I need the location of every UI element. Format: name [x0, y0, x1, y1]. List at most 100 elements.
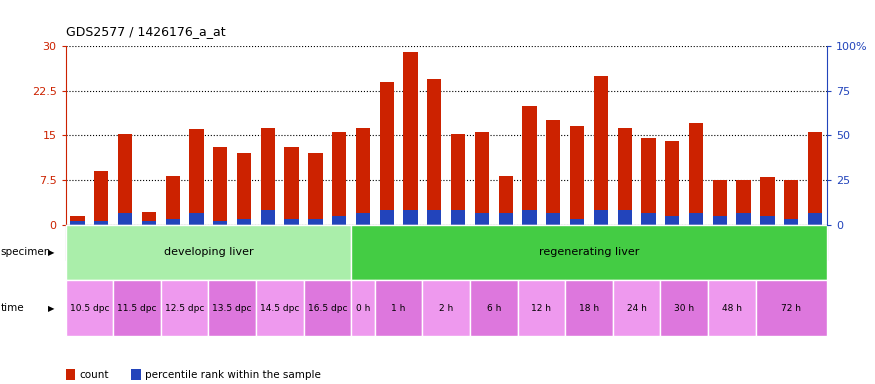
Bar: [713, 180, 727, 225]
Bar: [284, 219, 298, 225]
Bar: [475, 213, 489, 225]
Text: specimen: specimen: [1, 247, 52, 258]
Bar: [113, 280, 161, 336]
Bar: [641, 138, 655, 225]
Text: 10.5 dpc: 10.5 dpc: [70, 304, 109, 313]
Bar: [618, 128, 632, 225]
Bar: [356, 213, 370, 225]
Bar: [518, 280, 565, 336]
Bar: [570, 219, 584, 225]
Bar: [760, 177, 774, 225]
Bar: [189, 129, 204, 225]
Text: 0 h: 0 h: [356, 304, 370, 313]
Bar: [304, 280, 351, 336]
Text: 12.5 dpc: 12.5 dpc: [164, 304, 204, 313]
Bar: [737, 213, 751, 225]
Bar: [618, 210, 632, 225]
Bar: [665, 216, 679, 225]
Bar: [612, 280, 661, 336]
Bar: [427, 79, 442, 225]
Bar: [214, 147, 228, 225]
Bar: [66, 280, 113, 336]
Bar: [237, 219, 251, 225]
Text: percentile rank within the sample: percentile rank within the sample: [145, 370, 321, 380]
Bar: [665, 141, 679, 225]
Text: 16.5 dpc: 16.5 dpc: [307, 304, 347, 313]
Bar: [161, 280, 208, 336]
Bar: [94, 221, 108, 225]
Text: 2 h: 2 h: [439, 304, 453, 313]
Bar: [142, 221, 156, 225]
Bar: [189, 213, 204, 225]
Bar: [499, 213, 513, 225]
Bar: [475, 132, 489, 225]
Text: developing liver: developing liver: [164, 247, 253, 258]
Bar: [808, 213, 822, 225]
Text: 48 h: 48 h: [722, 304, 742, 313]
Bar: [256, 280, 304, 336]
Bar: [522, 106, 536, 225]
Text: 24 h: 24 h: [626, 304, 647, 313]
Bar: [565, 280, 612, 336]
Bar: [451, 210, 466, 225]
Bar: [214, 221, 228, 225]
Bar: [689, 124, 704, 225]
Bar: [499, 176, 513, 225]
Bar: [808, 132, 822, 225]
Text: 1 h: 1 h: [391, 304, 406, 313]
Bar: [284, 147, 298, 225]
Bar: [308, 153, 323, 225]
Text: 72 h: 72 h: [781, 304, 802, 313]
Bar: [308, 219, 323, 225]
Bar: [356, 128, 370, 225]
Bar: [208, 280, 256, 336]
Bar: [708, 280, 755, 336]
Bar: [594, 210, 608, 225]
Text: regenerating liver: regenerating liver: [539, 247, 639, 258]
Bar: [546, 213, 561, 225]
Text: ▶: ▶: [48, 248, 54, 257]
Text: time: time: [1, 303, 24, 313]
Text: 30 h: 30 h: [674, 304, 694, 313]
Bar: [351, 280, 374, 336]
Bar: [261, 128, 275, 225]
Bar: [351, 225, 827, 280]
Bar: [713, 216, 727, 225]
Bar: [237, 153, 251, 225]
Bar: [546, 121, 561, 225]
Text: GDS2577 / 1426176_a_at: GDS2577 / 1426176_a_at: [66, 25, 225, 38]
Bar: [760, 216, 774, 225]
Bar: [332, 132, 346, 225]
Bar: [66, 225, 351, 280]
Bar: [661, 280, 708, 336]
Text: 14.5 dpc: 14.5 dpc: [260, 304, 299, 313]
Bar: [380, 82, 394, 225]
Bar: [451, 134, 466, 225]
Bar: [641, 213, 655, 225]
Text: 13.5 dpc: 13.5 dpc: [213, 304, 252, 313]
Bar: [689, 213, 704, 225]
Bar: [94, 171, 108, 225]
Bar: [70, 221, 85, 225]
Text: 12 h: 12 h: [531, 304, 551, 313]
Bar: [784, 180, 798, 225]
Bar: [423, 280, 470, 336]
Text: 11.5 dpc: 11.5 dpc: [117, 304, 157, 313]
Bar: [165, 176, 180, 225]
Bar: [470, 280, 518, 336]
Bar: [142, 212, 156, 225]
Text: count: count: [80, 370, 109, 380]
Bar: [332, 216, 346, 225]
Bar: [261, 210, 275, 225]
Bar: [374, 280, 423, 336]
Bar: [118, 213, 132, 225]
Bar: [403, 210, 417, 225]
Bar: [70, 216, 85, 225]
Bar: [784, 219, 798, 225]
Text: 6 h: 6 h: [487, 304, 501, 313]
Bar: [737, 180, 751, 225]
Bar: [165, 219, 180, 225]
Text: ▶: ▶: [48, 304, 54, 313]
Bar: [755, 280, 827, 336]
Text: 18 h: 18 h: [579, 304, 599, 313]
